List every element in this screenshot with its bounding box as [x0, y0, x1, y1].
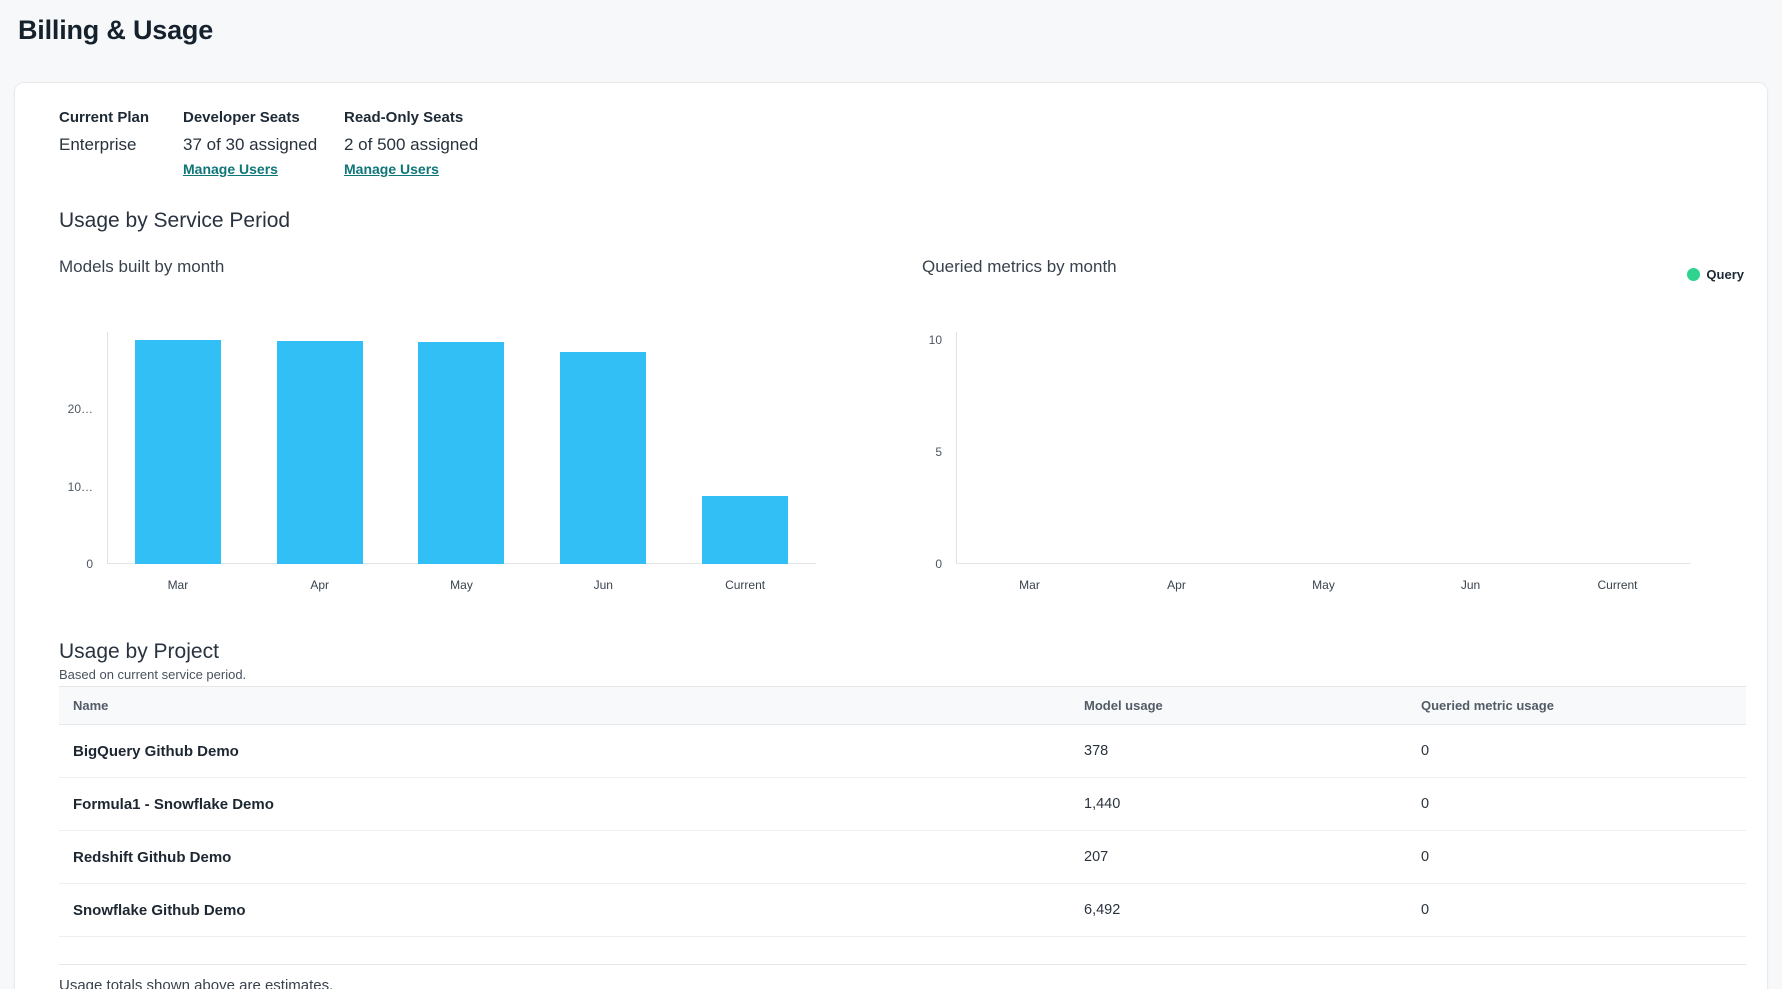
manage-developer-users-link[interactable]: Manage Users [183, 161, 278, 177]
chart-column: Apr [1103, 332, 1250, 592]
project-section-title: Usage by Project [59, 640, 219, 663]
bar-may [418, 342, 505, 564]
x-axis-label: Jun [1460, 578, 1481, 592]
column-header-model-usage: Model usage [1084, 698, 1163, 713]
bar-current [702, 496, 789, 564]
metrics-chart-bars: Mar Apr May Jun Current [956, 332, 1691, 592]
x-axis-label: Mar [167, 578, 189, 592]
model-usage-cell: 378 [1084, 743, 1109, 759]
model-usage-cell: 1,440 [1084, 796, 1121, 812]
metrics-chart-plot: 0 5 10 Mar Apr May Jun Current [929, 332, 1691, 592]
metrics-chart-y-axis: 0 5 10 [908, 332, 948, 571]
project-section-subtitle: Based on current service period. [59, 667, 247, 682]
read-only-seats-label: Read-Only Seats [344, 109, 464, 126]
y-axis-tick-label: 0 [86, 557, 93, 571]
service-period-section-title: Usage by Service Period [59, 209, 291, 232]
chart-column: Mar [956, 332, 1103, 592]
chart-column: Jun [1397, 332, 1544, 592]
read-only-seats-value: 2 of 500 assigned [344, 135, 479, 154]
bar-mar [134, 340, 221, 564]
query-legend-label: Query [1706, 267, 1744, 282]
x-axis-label: Apr [1167, 578, 1186, 592]
table-body: BigQuery Github Demo 378 0 Formula1 - Snowf… [59, 725, 1746, 937]
queried-metric-usage-cell: 0 [1421, 849, 1430, 865]
project-name-cell: BigQuery Github Demo [73, 742, 239, 760]
table-row: Formula1 - Snowflake Demo 1,440 0 [59, 778, 1746, 831]
table-row: BigQuery Github Demo 378 0 [59, 725, 1746, 778]
queried-metric-usage-cell: 0 [1421, 743, 1430, 759]
chart-column: Current [674, 332, 816, 592]
chart-column: Jun [532, 332, 674, 592]
page-title: Billing & Usage [18, 15, 214, 45]
table-header-row: Name Model usage Queried metric usage [59, 687, 1746, 725]
metrics-chart-title: Queried metrics by month [922, 257, 1117, 276]
x-axis-label: Current [725, 578, 766, 592]
queried-metric-usage-cell: 0 [1421, 902, 1430, 918]
project-name-cell: Snowflake Github Demo [73, 901, 246, 919]
chart-column: Current [1544, 332, 1691, 592]
models-chart-y-axis: 0 10… 20… [59, 332, 99, 571]
chart-legend: Query [1687, 267, 1744, 282]
project-name-cell: Redshift Github Demo [73, 848, 232, 866]
metrics-chart-x-axis-line [956, 563, 1691, 564]
developer-seats-label: Developer Seats [183, 109, 300, 126]
x-axis-label: Apr [310, 578, 330, 592]
current-plan-value: Enterprise [59, 135, 137, 154]
chart-column: Mar [107, 332, 249, 592]
models-chart-y-axis-line [107, 332, 108, 564]
models-chart-title: Models built by month [59, 257, 225, 276]
usage-estimates-footnote: Usage totals shown above are estimates. [59, 977, 334, 989]
models-chart-bars: Mar Apr May Jun Current [107, 332, 816, 592]
charts-row: Models built by month 0 10… 20… Mar Apr May J… [59, 257, 1744, 602]
billing-card: Current Plan Enterprise Developer Seats … [14, 82, 1768, 989]
current-plan-block: Current Plan Enterprise [59, 109, 183, 179]
y-axis-tick-label: 10… [67, 479, 93, 494]
metrics-chart-y-axis-line [956, 332, 957, 564]
read-only-seats-block: Read-Only Seats 2 of 500 assigned Manage… [344, 109, 478, 179]
chart-column: Apr [249, 332, 391, 592]
current-plan-label: Current Plan [59, 109, 150, 126]
y-axis-tick-label: 0 [935, 557, 942, 571]
model-usage-cell: 207 [1084, 849, 1109, 865]
query-legend-dot-icon [1687, 268, 1701, 281]
x-axis-label: May [1312, 578, 1335, 592]
usage-by-project-table: Name Model usage Queried metric usage Bi… [59, 686, 1746, 937]
bar-apr [276, 341, 363, 564]
x-axis-label: May [450, 578, 473, 592]
model-usage-cell: 6,492 [1084, 902, 1121, 918]
manage-read-only-users-link[interactable]: Manage Users [344, 161, 439, 177]
card-footer-divider [59, 964, 1746, 965]
x-axis-label: Current [1597, 578, 1638, 592]
project-name-cell: Formula1 - Snowflake Demo [73, 795, 274, 813]
chart-column: May [1250, 332, 1397, 592]
column-header-name: Name [73, 698, 109, 713]
column-header-queried-metric-usage: Queried metric usage [1421, 698, 1554, 713]
developer-seats-value: 37 of 30 assigned [183, 135, 318, 154]
x-axis-label: Jun [593, 578, 613, 592]
bar-jun [560, 352, 647, 564]
queried-metrics-chart: Queried metrics by month 0 5 10 Mar Apr May J… [922, 257, 1746, 602]
y-axis-tick-label: 5 [935, 445, 942, 460]
y-axis-tick-label: 10 [928, 333, 942, 348]
plan-summary-row: Current Plan Enterprise Developer Seats … [59, 109, 1744, 179]
chart-column: May [391, 332, 533, 592]
models-chart-plot: 0 10… 20… Mar Apr May Jun Current [68, 332, 816, 592]
developer-seats-block: Developer Seats 37 of 30 assigned Manage… [183, 109, 344, 179]
y-axis-tick-label: 20… [67, 402, 93, 417]
models-built-chart: Models built by month 0 10… 20… Mar Apr May J… [59, 257, 816, 602]
queried-metric-usage-cell: 0 [1421, 796, 1430, 812]
table-row: Snowflake Github Demo 6,492 0 [59, 884, 1746, 937]
x-axis-label: Mar [1019, 578, 1040, 592]
table-row: Redshift Github Demo 207 0 [59, 831, 1746, 884]
